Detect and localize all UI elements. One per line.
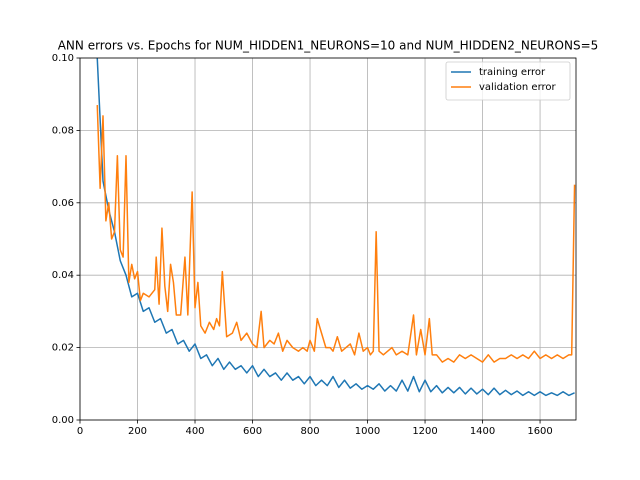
x-tick-label: 1400 [470,426,495,437]
legend-label: training error [479,67,546,78]
axes: 0 200 400 600 800 1000 1200 1400 1600 0.00 0.02 0.0… [52,53,553,437]
legend-box [445,61,571,101]
chart-title: ANN errors vs. Epochs for NUM_HIDDEN1_NE… [58,39,599,53]
y-tick-label: 0.10 [52,53,74,64]
y-tick-label: 0.00 [52,415,74,426]
legend: training error validation error [445,61,571,101]
x-tick-label: 400 [185,426,204,437]
x-tick-label: 1200 [412,426,437,437]
x-tick-label: 800 [300,426,319,437]
x-tick-label: 1600 [527,426,552,437]
y-tick-label: 0.04 [52,270,74,281]
x-tick-label: 0 [77,426,83,437]
series-line [96,105,576,363]
y-tick-label: 0.06 [52,198,74,209]
x-tick-label: 1000 [355,426,380,437]
series-line [96,58,575,397]
plot-area [96,58,576,397]
x-tick-label: 200 [128,426,147,437]
legend-label: validation error [479,82,557,93]
y-tick-label: 0.08 [52,125,74,136]
axes-frame [79,57,577,421]
x-tick-label: 600 [243,426,262,437]
y-tick-label: 0.02 [52,343,74,354]
